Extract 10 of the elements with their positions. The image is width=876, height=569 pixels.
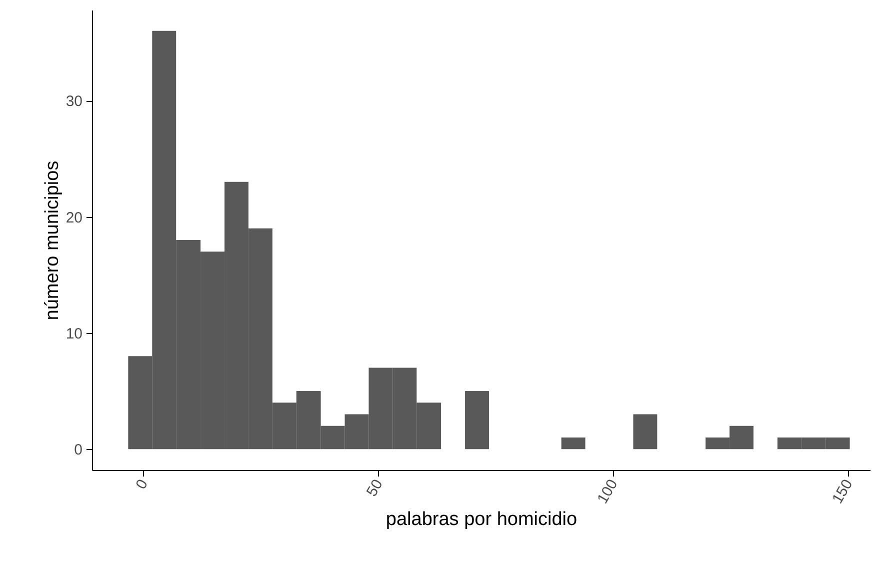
x-tick-label: 150 (828, 476, 856, 507)
x-tick-label: 100 (594, 476, 622, 507)
y-tick-label: 10 (66, 325, 82, 342)
x-tick-label: 0 (132, 476, 152, 492)
x-axis-title: palabras por homicidio (386, 509, 578, 530)
x-tick-label: 50 (363, 476, 386, 500)
y-tick-label: 30 (66, 93, 82, 110)
y-tick-label: 0 (74, 442, 82, 459)
y-axis-title: número municipios (42, 160, 63, 320)
y-tick-label: 20 (66, 209, 82, 226)
